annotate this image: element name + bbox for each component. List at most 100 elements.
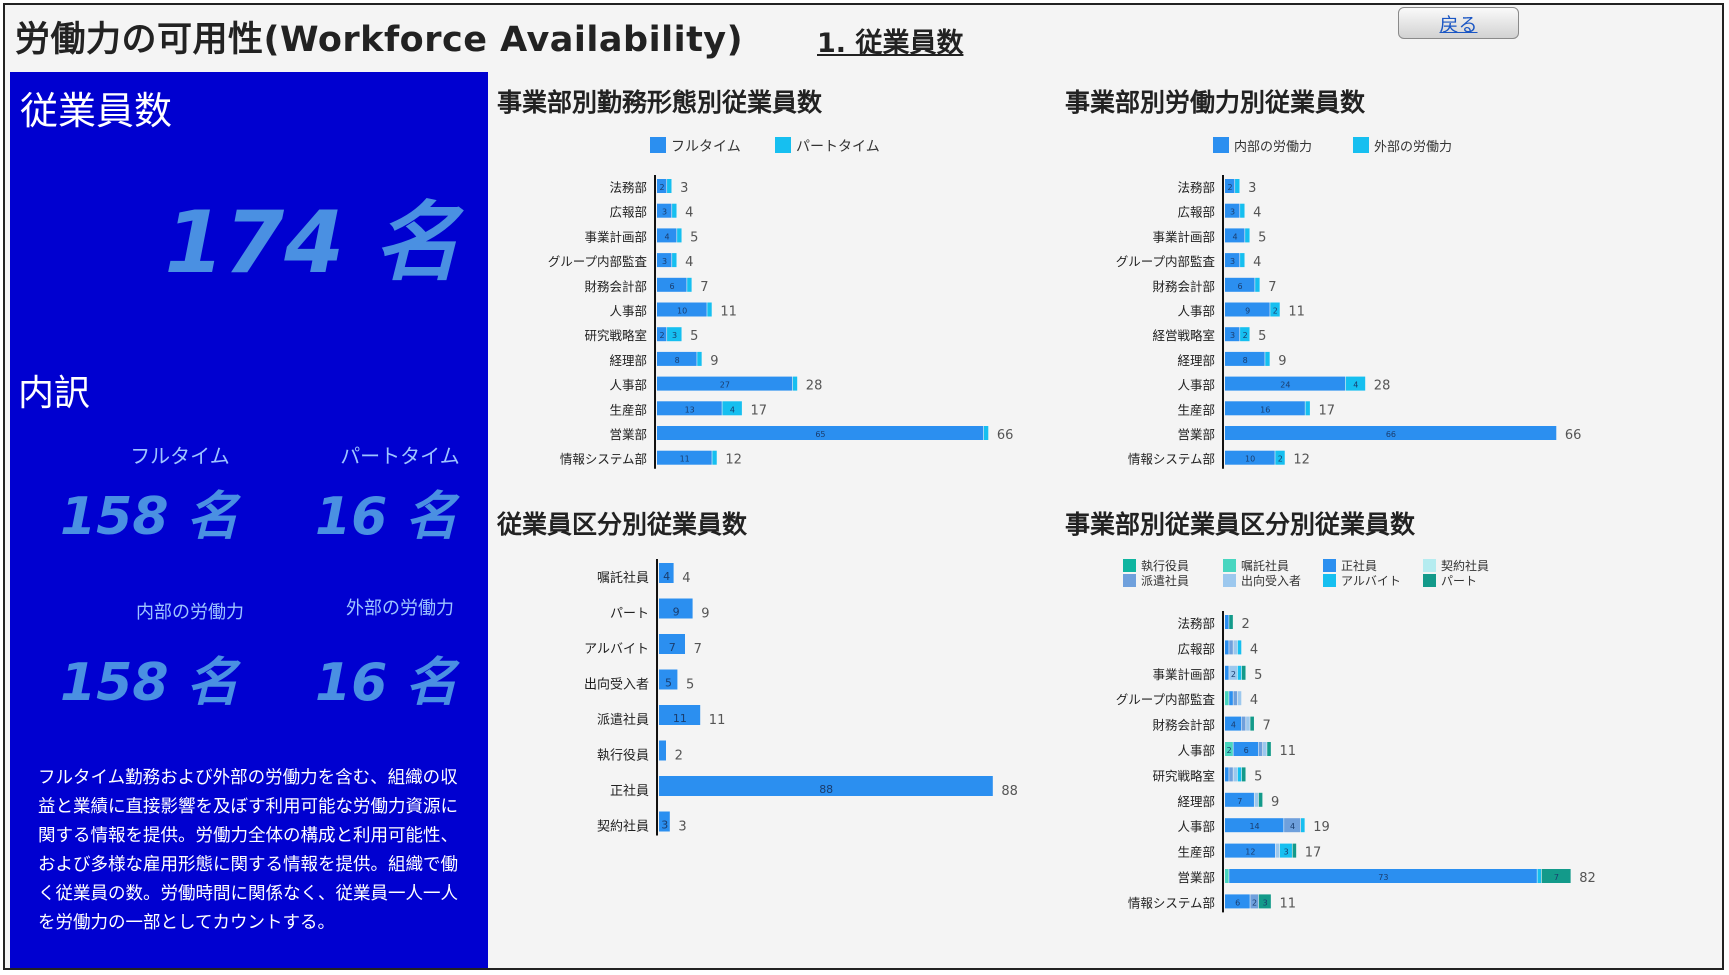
back-button[interactable]: 戻る xyxy=(1398,7,1519,39)
category-label: 経理部 xyxy=(609,353,647,368)
legend-swatch xyxy=(1213,137,1229,153)
segment-label: 4 xyxy=(1233,232,1238,241)
bar-segment xyxy=(1270,302,1280,317)
kpi-panel: 従業員数 174 名 内訳 フルタイム 158 名 パートタイム 16 名 内部… xyxy=(10,72,488,968)
total-label: 9 xyxy=(701,607,709,622)
total-label: 12 xyxy=(725,453,742,468)
category-label: 情報システム部 xyxy=(1128,895,1215,910)
category-label: 財務会計部 xyxy=(584,279,647,294)
bar-segment xyxy=(667,327,682,342)
category-label: 生産部 xyxy=(1177,845,1215,860)
category-label: 法務部 xyxy=(609,180,647,195)
segment-label: 8 xyxy=(1243,356,1248,365)
segment-label: 8 xyxy=(675,356,680,365)
legend-swatch xyxy=(1423,574,1436,587)
legend-label: 嘱託社員 xyxy=(1241,558,1289,573)
segment-label: 27 xyxy=(720,381,730,390)
kpi-total-value: 174 名 xyxy=(164,193,460,293)
bar-segment xyxy=(659,669,678,690)
legend-label: パートタイム xyxy=(796,139,880,155)
segment-label: 6 xyxy=(1244,746,1249,755)
bar-segment xyxy=(1225,376,1346,391)
segment-label: 7 xyxy=(1554,873,1559,882)
section-link[interactable]: 1. 従業員数 xyxy=(817,28,964,59)
legend-label: 派遣社員 xyxy=(1141,573,1189,588)
bar-segment xyxy=(1225,767,1229,782)
segment-label: 6 xyxy=(1235,898,1240,907)
bar-segment xyxy=(1301,818,1305,833)
segment-label: 2 xyxy=(1231,670,1236,679)
bar-segment xyxy=(1246,716,1250,731)
chart-svg: 嘱託社員 4 4 パート 9 9 アルバイト 7 7 出向受入者 5 5 派遣社員 11 11 執行役員 2 正社… xyxy=(584,559,1018,836)
category-label: 情報システム部 xyxy=(1128,452,1215,467)
total-label: 5 xyxy=(1254,668,1262,683)
category-label: 派遣社員 xyxy=(597,712,649,728)
bar-segment xyxy=(1225,640,1229,655)
total-label: 5 xyxy=(1258,230,1266,245)
bar-segment xyxy=(659,811,670,832)
total-label: 7 xyxy=(1263,719,1271,734)
total-label: 4 xyxy=(685,206,693,221)
bar-segment xyxy=(1225,327,1240,342)
segment-label: 7 xyxy=(669,641,676,654)
segment-label: 2 xyxy=(1252,898,1257,907)
bar-segment xyxy=(1229,640,1233,655)
segment-label: 88 xyxy=(819,783,833,796)
bar-segment xyxy=(657,228,677,243)
chart-title: 事業部別労働力別従業員数 xyxy=(1065,88,1366,117)
total-label: 19 xyxy=(1313,820,1330,835)
total-label: 88 xyxy=(1001,784,1018,799)
total-label: 5 xyxy=(690,230,698,245)
bar-segment xyxy=(657,426,984,440)
total-label: 3 xyxy=(680,181,688,196)
bar-segment xyxy=(1305,401,1310,416)
bar-segment xyxy=(1263,742,1267,756)
category-label: 生産部 xyxy=(609,402,647,417)
legend-label: 外部の労働力 xyxy=(1374,140,1452,155)
total-label: 11 xyxy=(720,305,737,320)
category-label: グループ内部監査 xyxy=(1116,692,1216,707)
segment-label: 7 xyxy=(1237,797,1242,806)
segment-label: 3 xyxy=(662,257,667,266)
bar-segment xyxy=(1235,179,1240,193)
total-label: 7 xyxy=(1268,280,1276,295)
bar-segment xyxy=(1225,228,1245,243)
total-label: 4 xyxy=(685,255,693,270)
bar-segment xyxy=(657,277,687,292)
segment-label: 11 xyxy=(680,455,690,464)
category-label: 嘱託社員 xyxy=(597,570,649,586)
legend-label: 契約社員 xyxy=(1441,558,1489,573)
bar-segment xyxy=(1237,691,1242,706)
segment-label: 10 xyxy=(1245,455,1255,464)
bar-segment xyxy=(1267,742,1271,756)
bar-segment xyxy=(1225,665,1229,680)
category-label: アルバイト xyxy=(584,642,649,657)
bar-segment xyxy=(1240,253,1245,268)
category-label: 研究戦略室 xyxy=(1152,768,1215,783)
bar-segment xyxy=(672,253,677,268)
legend-swatch xyxy=(1423,559,1436,572)
legend-label: パート xyxy=(1441,574,1477,588)
bar-segment xyxy=(1233,640,1238,655)
total-label: 4 xyxy=(1253,255,1261,270)
bar-segment xyxy=(1229,767,1233,782)
bar-segment xyxy=(983,426,989,440)
kpi-parttime-value: 16 名 xyxy=(315,487,458,547)
bar-segment xyxy=(1229,691,1233,706)
bar-segment xyxy=(687,277,692,292)
bar-segment xyxy=(677,228,682,243)
segment-label: 3 xyxy=(1230,257,1235,266)
total-label: 66 xyxy=(997,428,1014,443)
bar-segment xyxy=(1225,179,1235,193)
total-label: 5 xyxy=(686,678,694,693)
kpi-heading: 従業員数 xyxy=(20,89,173,133)
segment-label: 73 xyxy=(1378,873,1388,882)
segment-label: 3 xyxy=(1284,848,1289,857)
bar-segment xyxy=(657,450,712,465)
total-label: 9 xyxy=(1278,354,1286,369)
legend-swatch xyxy=(1323,559,1336,572)
segment-label: 2 xyxy=(659,183,664,192)
legend-label: アルバイト xyxy=(1341,574,1401,588)
